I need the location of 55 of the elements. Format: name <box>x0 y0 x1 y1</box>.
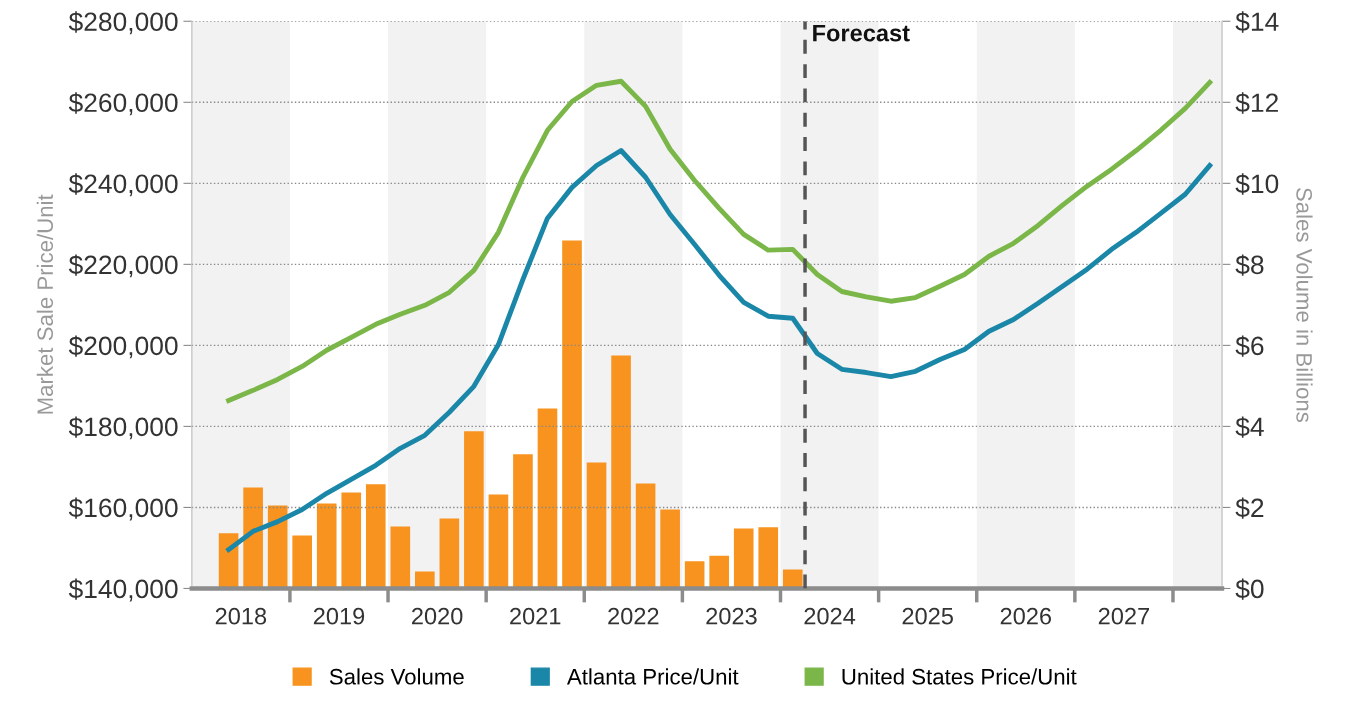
bar <box>635 483 656 589</box>
bar <box>733 528 754 589</box>
x-tick-label: 2022 <box>608 607 659 625</box>
bar <box>586 462 607 589</box>
bar <box>243 487 263 589</box>
bar <box>562 240 582 589</box>
x-tick-label: 2024 <box>804 607 856 625</box>
legend-label: Atlanta Price/Unit <box>566 668 739 685</box>
bar <box>513 454 533 589</box>
x-tick-label: 2026 <box>1000 607 1052 625</box>
y-tick-label: $260,000 <box>68 92 178 116</box>
y2-tick-label: $8 <box>1235 254 1264 276</box>
legend-label: Sales Volume <box>329 668 464 685</box>
y-tick-label: $240,000 <box>68 173 178 197</box>
y-tick-label: $160,000 <box>68 497 178 521</box>
y2-tick-label: $14 <box>1235 11 1279 33</box>
bar <box>365 484 386 589</box>
y-tick-label: $180,000 <box>68 416 178 440</box>
bar <box>415 571 435 589</box>
bar <box>292 535 312 589</box>
x-tick-label: 2019 <box>313 607 365 625</box>
y2-tick-label: $0 <box>1235 578 1264 600</box>
bar <box>611 355 631 589</box>
x-tick-label: 2023 <box>706 607 757 625</box>
bar <box>439 518 460 589</box>
bar <box>464 431 484 589</box>
bar <box>758 527 779 589</box>
bar <box>782 569 803 589</box>
y2-tick-label: $2 <box>1235 497 1264 519</box>
bar <box>390 526 411 589</box>
y-tick-label: $200,000 <box>68 335 178 359</box>
y2-tick-label: $10 <box>1235 173 1279 195</box>
y-tick-label: $280,000 <box>68 11 178 35</box>
bar <box>341 492 362 589</box>
y-tick-label: $220,000 <box>68 254 178 278</box>
line-series <box>226 78 1213 403</box>
x-tick-label: 2025 <box>902 607 953 625</box>
x-tick-label: 2020 <box>412 607 463 625</box>
y2-axis-title: Sales Volume in Billions <box>1296 187 1313 423</box>
bar <box>660 509 680 589</box>
y2-tick-label: $12 <box>1235 92 1278 114</box>
x-tick-label: 2018 <box>215 607 267 625</box>
y2-tick-label: $6 <box>1235 335 1264 357</box>
bar <box>709 555 729 589</box>
bar <box>488 494 509 589</box>
y2-tick-label: $4 <box>1235 416 1264 438</box>
x-tick-label: 2027 <box>1098 607 1149 625</box>
ref-line-label: Forecast <box>813 24 910 42</box>
y-tick-label: $140,000 <box>68 578 178 602</box>
legend-label: United States Price/Unit <box>842 668 1077 685</box>
y-axis-title: Market Sale Price/Unit <box>36 194 54 414</box>
bar <box>537 408 558 589</box>
x-tick-label: 2021 <box>510 607 561 625</box>
line-series <box>226 148 1213 553</box>
bar <box>316 503 337 589</box>
